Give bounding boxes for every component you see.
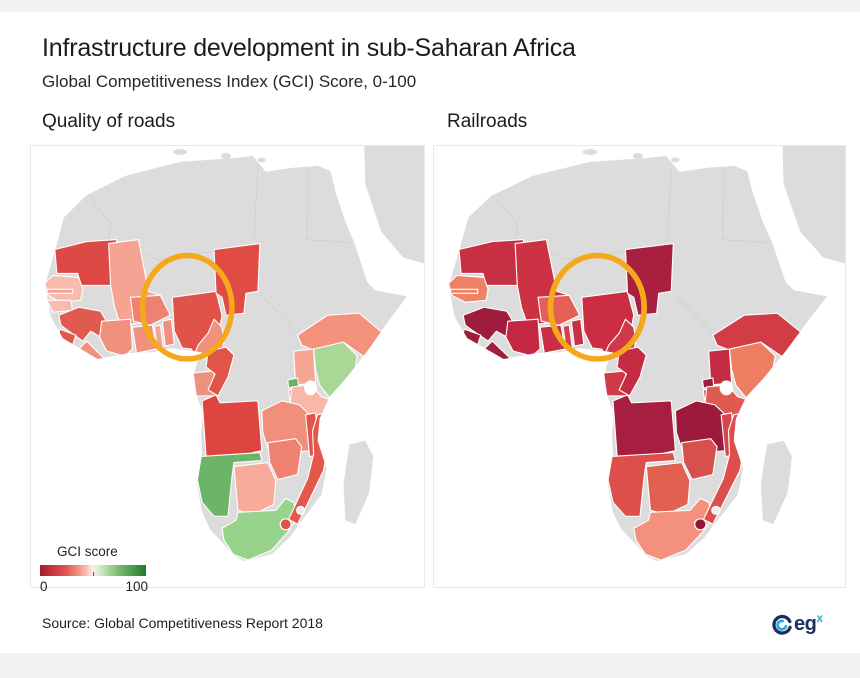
island: [173, 148, 188, 155]
legend-gradient-bar: [40, 565, 146, 576]
arabian-peninsula: [782, 146, 845, 264]
gci-legend: GCI score 0 100: [40, 544, 170, 594]
nigeria-highlight-circle: [139, 252, 235, 362]
country-gambia: [450, 288, 479, 294]
legend-max-label: 100: [125, 579, 148, 594]
country-madagascar: [343, 440, 374, 525]
lake-victoria: [719, 380, 734, 396]
country-zimbabwe: [681, 438, 718, 481]
no-data-country-border: [261, 295, 298, 334]
brand-logo: eg x: [771, 612, 823, 638]
island: [582, 148, 598, 155]
country-namibia: [196, 452, 263, 517]
island: [671, 157, 680, 163]
country-lesotho: [279, 518, 292, 531]
country-lesotho: [694, 518, 707, 531]
country-congo: [205, 346, 235, 397]
country-uganda: [293, 348, 317, 386]
legend-labels: 0 100: [40, 579, 148, 594]
map-panel-railroads: [433, 145, 846, 588]
country-uganda: [708, 348, 733, 386]
country-benin: [161, 318, 175, 347]
country-guinea: [462, 306, 516, 342]
roads-choropleth-map: [44, 146, 424, 562]
logo-superscript: x: [816, 611, 824, 625]
page-subtitle: Global Competitiveness Index (GCI) Score…: [42, 72, 417, 91]
map-label-railroads: Railroads: [447, 111, 528, 132]
logo-mark-icon: [772, 614, 792, 635]
no-data-country-border: [91, 199, 112, 242]
nigeria-highlight-circle: [547, 252, 648, 362]
railroads-choropleth-map: [448, 146, 845, 562]
infographic-card: Infrastructure development in sub-Sahara…: [0, 12, 860, 653]
island: [632, 152, 644, 159]
country-gambia: [46, 288, 74, 294]
no-data-country-border: [721, 169, 725, 240]
country-namibia: [607, 452, 676, 517]
country-madagascar: [760, 440, 792, 525]
country-congo: [616, 346, 647, 397]
source-text: Source: Global Competitiveness Report 20…: [42, 615, 323, 631]
country-swaziland: [711, 505, 721, 515]
country-angola: [612, 394, 676, 458]
country-chad: [213, 243, 261, 316]
island: [221, 152, 231, 159]
no-data-country-border: [722, 239, 767, 243]
country-botswana: [233, 462, 277, 515]
no-data-country-border: [253, 167, 259, 242]
country-angola: [201, 394, 263, 458]
legend-title: GCI score: [57, 544, 118, 559]
arabian-peninsula: [364, 146, 424, 264]
no-data-country-border: [306, 239, 350, 243]
lake-victoria: [304, 380, 318, 396]
no-data-country-border: [675, 295, 714, 334]
no-data-country-border: [666, 167, 672, 242]
country-benin: [570, 318, 585, 347]
map-label-roads: Quality of roads: [42, 111, 176, 132]
country-chad: [624, 243, 674, 316]
country-zimbabwe: [267, 438, 303, 481]
country-swaziland: [296, 505, 306, 515]
country-guinea: [58, 306, 110, 342]
map-panel-roads: [30, 145, 425, 588]
legend-min-label: 0: [40, 579, 48, 594]
page-title: Infrastructure development in sub-Sahara…: [42, 34, 576, 62]
country-botswana: [645, 462, 691, 515]
logo-text: eg: [794, 613, 817, 635]
no-data-country-border: [497, 199, 518, 242]
island: [257, 157, 266, 163]
legend-midpoint-tick: [93, 572, 94, 576]
no-data-country-border: [306, 169, 309, 240]
